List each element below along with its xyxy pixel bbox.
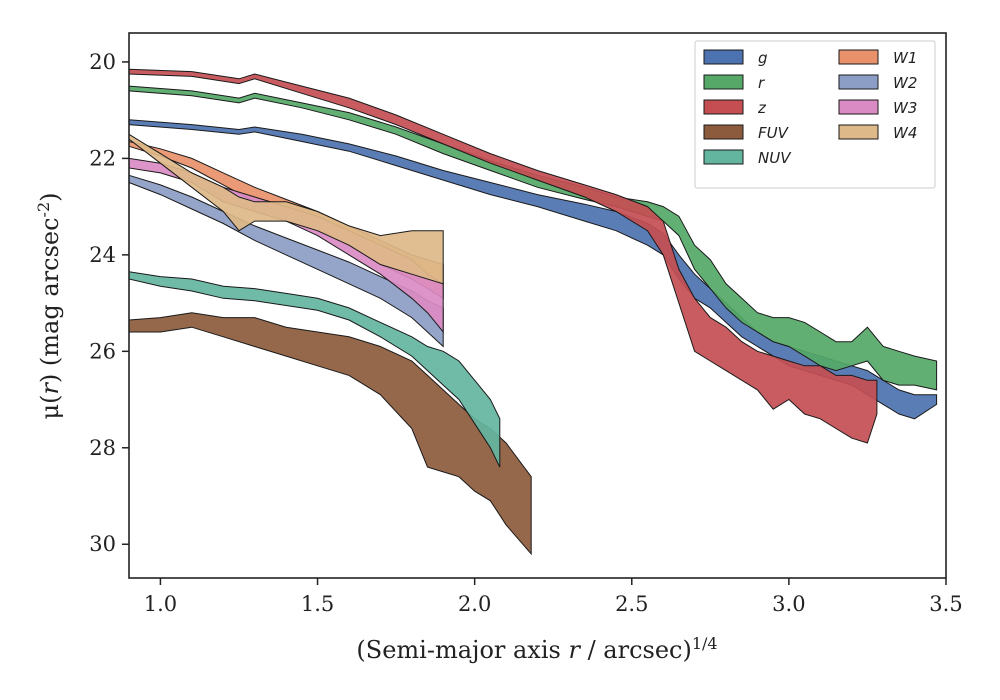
legend-label-w2: W2: [893, 74, 917, 92]
legend-swatch-r: [703, 74, 744, 90]
x-tick-label: 1.0: [144, 592, 177, 616]
y-tick-label: 20: [89, 50, 116, 74]
legend-label-z: z: [757, 99, 767, 117]
y-tick-label: 22: [89, 146, 116, 170]
series-band-z: [128, 68, 878, 444]
y-axis-label: μ(r) (mag arcsec-2): [34, 192, 65, 419]
legend-label-nuv: NUV: [758, 149, 792, 167]
legend-swatch-w2: [838, 74, 879, 90]
legend: grz FUV NUV W1 W2 W3 W4: [694, 40, 936, 189]
legend-label-w3: W3: [893, 99, 917, 117]
x-tick-label: 2.5: [615, 592, 648, 616]
legend-label-fuv: FUV: [758, 124, 790, 142]
y-tick-label: 28: [89, 436, 116, 460]
legend-swatch-fuv: [703, 124, 744, 140]
plot-frame: [128, 32, 947, 579]
series-band-g: [128, 119, 938, 420]
y-tick-label: 26: [89, 339, 116, 363]
series-band-fuv: [128, 312, 532, 556]
legend-swatch-z: [703, 99, 744, 115]
x-tick-label: 3.5: [929, 592, 962, 616]
series-band-w4: [128, 133, 444, 285]
series-band-w2: [128, 174, 444, 348]
x-tick-label: 3.0: [772, 592, 805, 616]
legend-swatch-w1: [838, 49, 879, 65]
legend-swatch-g: [703, 49, 744, 65]
legend-swatch-nuv: [703, 149, 744, 165]
x-tick-label: 2.0: [458, 592, 491, 616]
series-band-nuv: [128, 271, 501, 468]
legend-label-w4: W4: [893, 124, 917, 142]
x-axis-label: (Semi-major axis r / arcsec)1/4: [356, 634, 717, 665]
x-tick-label: 1.5: [301, 592, 334, 616]
axis-ticks: 1.0 1.5 2.0 2.5 3.0 3.5 20 22 24 26 28 30: [89, 50, 962, 616]
legend-label-w1: W1: [893, 49, 917, 67]
y-tick-label: 30: [89, 532, 116, 556]
series-bands: [128, 68, 938, 556]
legend-label-r: r: [758, 74, 765, 92]
legend-swatch-w3: [838, 99, 879, 115]
legend-label-g: g: [758, 49, 768, 67]
legend-swatch-w4: [838, 124, 879, 140]
y-tick-label: 24: [89, 243, 116, 267]
